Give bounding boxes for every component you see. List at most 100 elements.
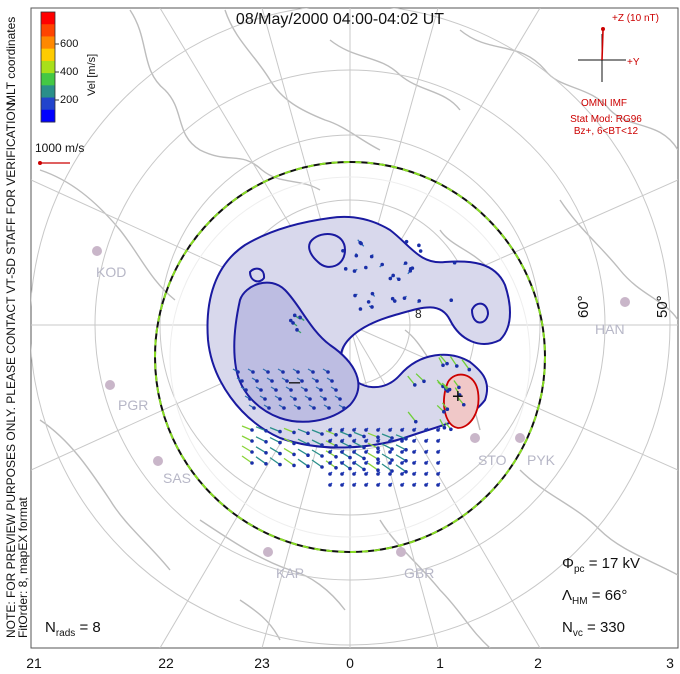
vector-origin xyxy=(328,439,332,443)
vector-tail xyxy=(255,436,267,443)
vector-origin xyxy=(340,472,344,476)
vector-origin xyxy=(320,465,324,469)
vector-origin xyxy=(267,406,271,410)
vector-tail xyxy=(395,454,407,462)
velocity-colorbar: 600 400 200 Vel [m/s] xyxy=(40,11,98,123)
vector-origin xyxy=(312,406,316,410)
vector-origin xyxy=(264,462,268,466)
vector-origin xyxy=(376,457,380,462)
negative-potential-marker: – xyxy=(289,371,301,393)
vector-origin xyxy=(328,428,332,432)
vector-origin xyxy=(370,305,374,309)
vector-origin xyxy=(400,483,404,487)
vector-origin xyxy=(364,472,368,476)
vector-origin xyxy=(412,483,416,487)
vector-origin xyxy=(403,261,408,265)
vector-origin xyxy=(436,439,440,443)
station-gbr: GBR xyxy=(396,547,434,581)
svg-text:KAP: KAP xyxy=(276,565,304,581)
vector-origin xyxy=(376,435,380,440)
mlt-tick-2: 2 xyxy=(534,655,542,671)
vector-origin xyxy=(424,450,428,454)
vector-origin xyxy=(334,433,338,437)
vector-origin xyxy=(417,299,422,303)
vector-tail xyxy=(269,457,281,466)
vector-origin xyxy=(352,461,356,465)
side-note-line1: NOTE: FOR PREVIEW PURPOSES ONLY. PLEASE … xyxy=(4,99,18,638)
svg-text:HAN: HAN xyxy=(595,321,625,337)
vector-origin xyxy=(412,439,416,443)
vector-origin xyxy=(412,450,416,454)
vector-origin xyxy=(251,370,255,374)
vector-origin xyxy=(422,379,426,384)
vector-origin xyxy=(319,388,323,392)
vector-origin xyxy=(364,428,368,432)
vector-origin xyxy=(436,428,440,432)
latitude-label-50: 50° xyxy=(654,295,671,318)
vector-tail xyxy=(367,462,379,471)
vector-origin xyxy=(364,483,368,487)
velocity-vectors xyxy=(232,239,472,487)
vector-origin xyxy=(352,269,357,273)
vector-origin xyxy=(404,448,408,452)
svg-text:PYK: PYK xyxy=(527,452,556,468)
vector-tail xyxy=(381,453,393,461)
vector-tail xyxy=(353,451,365,459)
vector-origin xyxy=(342,406,346,410)
vector-origin xyxy=(362,467,366,472)
colorbar-cell xyxy=(41,48,55,62)
vector-tail xyxy=(395,464,407,473)
vector-origin xyxy=(388,450,392,454)
vector-origin xyxy=(400,461,404,465)
vector-origin xyxy=(320,443,324,447)
vector-origin xyxy=(292,463,296,468)
vector-tail xyxy=(407,411,417,423)
mlt-tick-0: 0 xyxy=(346,655,354,671)
vector-tail xyxy=(395,444,407,451)
latitude-label-60: 60° xyxy=(575,295,592,318)
vector-origin xyxy=(402,296,407,300)
vector-origin xyxy=(264,440,268,444)
vector-origin xyxy=(364,461,368,465)
vector-tail xyxy=(297,438,309,445)
station-pgr: PGR xyxy=(105,380,148,413)
hm-latitude: ΛHM = 66° xyxy=(562,587,627,607)
vector-tail xyxy=(241,445,253,453)
vector-origin xyxy=(281,370,285,374)
vector-origin xyxy=(341,249,345,253)
vector-origin xyxy=(264,429,268,433)
vector-origin xyxy=(412,428,416,432)
vector-origin xyxy=(455,364,459,368)
vector-origin xyxy=(391,273,395,278)
vector-tail xyxy=(283,457,295,466)
contour-loop-2 xyxy=(248,267,266,283)
vector-origin xyxy=(452,260,457,265)
vector-origin xyxy=(264,451,268,455)
vector-origin xyxy=(364,439,368,443)
vector-origin xyxy=(352,450,356,454)
vector-origin xyxy=(376,428,380,432)
positive-potential-marker: + xyxy=(452,386,464,408)
vector-tail xyxy=(407,375,416,386)
vector-origin xyxy=(390,458,394,462)
vector-origin xyxy=(392,299,397,303)
vector-tail xyxy=(269,447,281,455)
plot-frame xyxy=(30,7,679,649)
vector-origin xyxy=(352,483,356,487)
vector-origin xyxy=(397,277,401,282)
imf-model-line2: Bz+, 6<BT<12 xyxy=(574,126,639,137)
vector-tail xyxy=(325,450,337,458)
colorbar-cell xyxy=(41,97,55,111)
vector-origin xyxy=(457,385,461,390)
vector-origin xyxy=(388,461,392,465)
vector-origin xyxy=(298,315,302,320)
vector-origin xyxy=(353,293,357,298)
vector-origin xyxy=(445,361,449,366)
vector-origin xyxy=(340,439,344,443)
svg-text:KOD: KOD xyxy=(96,264,126,280)
vector-origin xyxy=(293,397,297,401)
vector-origin xyxy=(348,444,352,449)
vector-origin xyxy=(424,439,428,443)
contour-loop-3 xyxy=(470,302,490,324)
vector-origin xyxy=(330,379,334,383)
